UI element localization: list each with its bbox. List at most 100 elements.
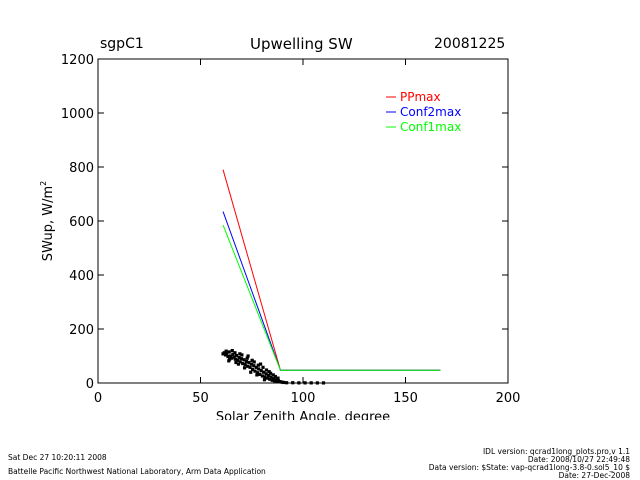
scatter-point [246,364,250,368]
scatter-point [271,377,276,381]
scatter-point [269,375,273,379]
scatter-point [244,359,249,363]
scatter-point [265,376,269,380]
y-tick-label: 0 [86,377,94,392]
legend-label: PPmax [400,90,441,104]
x-tick-label: 0 [94,391,102,406]
scatter-point [248,365,252,369]
scatter-point [243,363,247,367]
x-tick-label: 150 [393,391,418,406]
scatter-point [321,381,326,385]
scatter-point [222,351,226,355]
scatter-point [270,378,274,382]
scatter-point [273,374,277,379]
scatter-point [240,353,244,357]
scatter-point [246,354,250,358]
scatter-point [233,357,237,361]
scatter-point [227,359,231,363]
scatter-point [267,370,271,374]
scatter-point [281,380,286,385]
scatter-point [315,381,319,385]
scatter-point [225,351,229,355]
scatter-point [271,373,275,377]
scatter-point [249,370,253,374]
scatter-point [303,381,307,385]
scatter-point [223,353,228,357]
scatter-point [230,356,234,360]
scatter-point [245,356,249,360]
footer-idl-version: IDL version: qcrad1long_plots.pro,v 1.1 [482,447,630,456]
footer-data-version: Data version: $State: vap-qcrad1long-3.8… [428,463,630,472]
series-line-conf2max [222,211,441,371]
series-line-ppmax [222,169,441,371]
scatter-point [260,374,265,378]
scatter-point [231,352,235,356]
y-tick-label: 1200 [61,53,94,68]
series-line-conf1max [222,224,441,371]
legend-label: Conf2max [400,105,461,119]
scatter-point [238,360,242,364]
scatter-point [236,362,241,366]
x-tick-label: 100 [291,391,316,406]
scatter-point [261,365,265,369]
scatter-point [309,381,313,385]
scatter-point [259,368,263,373]
date-label: 20081225 [434,36,506,52]
scatter-point [255,371,260,375]
scatter-point [264,372,268,376]
chart-title: Upwelling SW [250,35,353,53]
scatter-point [226,354,230,359]
scatter-point [250,358,254,362]
site-label: sgpC1 [100,36,144,52]
scatter-point [264,368,269,372]
scatter-point [250,367,255,372]
scatter-point [258,372,262,376]
scatter-point [268,377,272,381]
scatter-point [254,365,258,369]
scatter-point [253,369,257,373]
scatter-point [252,360,256,364]
footer-data-date: Date: 27-Dec-2008 [558,471,630,480]
scatter-point [234,360,238,365]
scatter-point [263,375,267,379]
scatter-point [227,350,231,354]
scatter-point [255,373,259,377]
scatter-layer [221,349,326,385]
footer-timestamp: Sat Dec 27 10:20:11 2008 [8,453,107,462]
scatter-point [237,356,241,360]
scatter-point [230,349,234,353]
scatter-point [262,370,266,374]
x-tick-label: 50 [192,391,209,406]
scatter-point [228,354,233,358]
scatter-point [247,360,251,365]
scatter-point [236,358,240,362]
legend-label: Conf1max [400,120,461,134]
series-layer [222,169,441,371]
footer-idl-date: Date: 2008/10/27 22:49:48 [527,455,630,464]
scatter-point [256,363,260,367]
y-axis-label-group: SWup, W/m2 [39,181,56,261]
y-axis-label-text: SWup, W/m [41,186,56,261]
scatter-point [238,352,242,356]
y-axis-label: SWup, W/m2 [39,181,56,261]
scatter-point [228,357,232,361]
scatter-point [266,373,271,378]
scatter-point [274,378,278,382]
ticks-layer: 0 50 100 150 200 0 200 400 600 800 1000 1200 [61,53,521,406]
scatter-point [285,381,289,385]
y-tick-label: 800 [69,161,94,176]
scatter-point [233,351,237,355]
scatter-point [224,349,228,353]
scatter-point [252,364,256,368]
scatter-point [269,371,273,375]
scatter-point [291,381,295,385]
scatter-point [262,378,267,382]
x-tick-label: 200 [496,391,521,406]
y-tick-label: 400 [69,269,94,284]
scatter-point [239,357,244,361]
scatter-point [257,367,261,371]
scatter-point [241,361,245,366]
y-tick-label: 600 [69,215,94,230]
